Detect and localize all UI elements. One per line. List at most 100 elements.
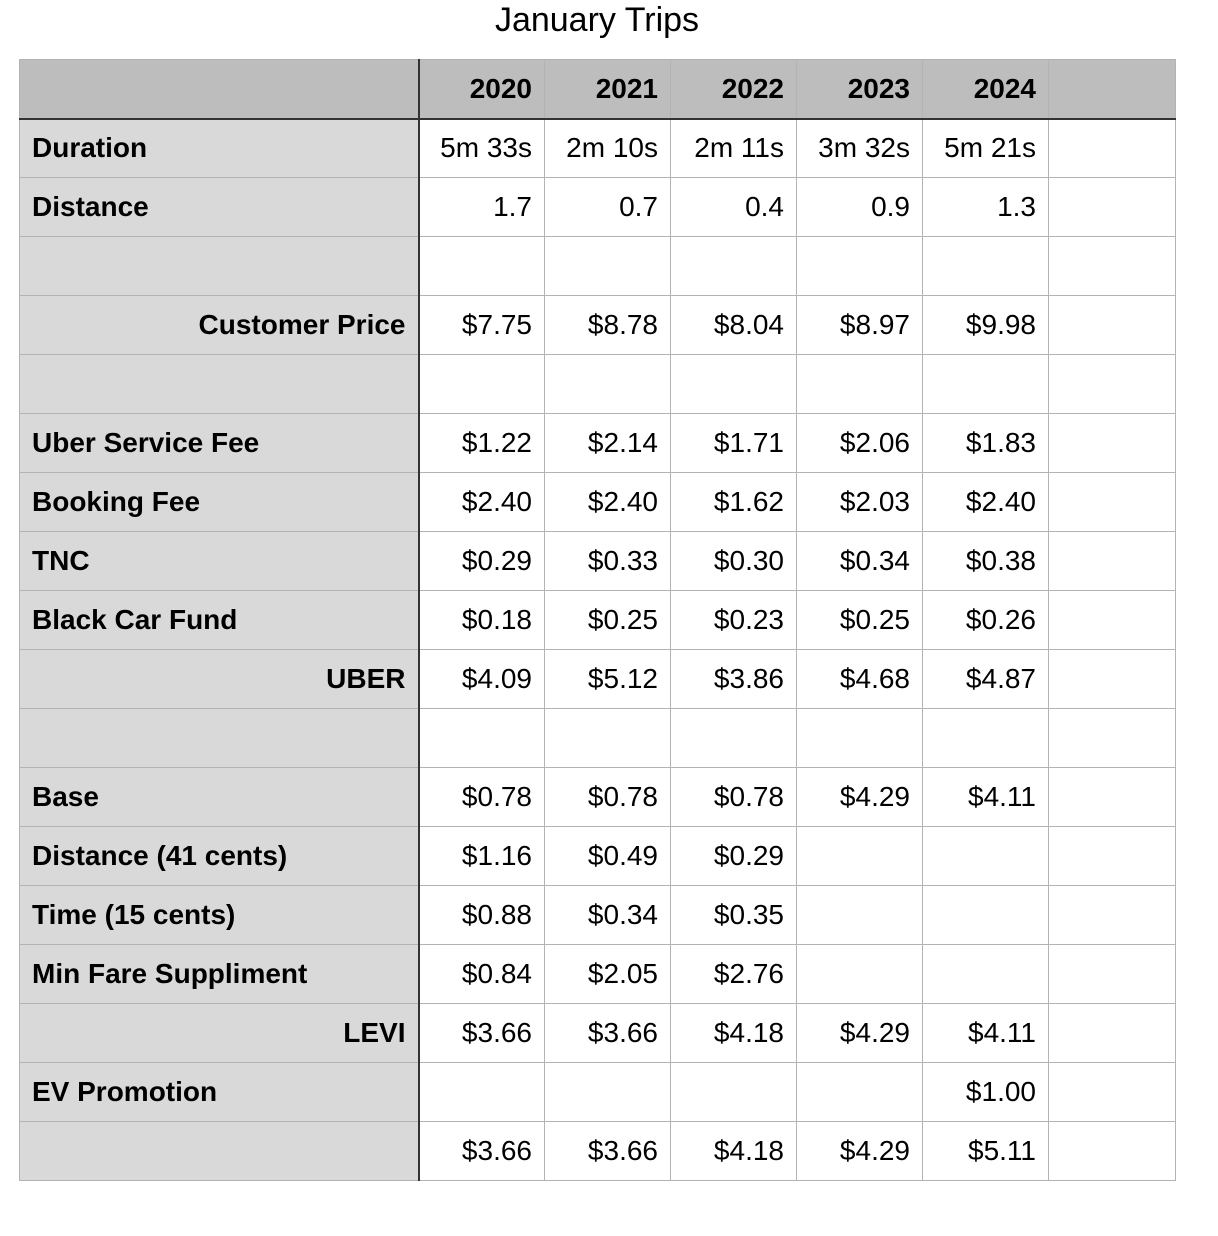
value-cell[interactable]: $1.62 (670, 472, 797, 532)
empty-cell[interactable] (1048, 1062, 1176, 1122)
value-cell[interactable] (922, 354, 1049, 414)
value-cell[interactable] (796, 236, 923, 296)
empty-header-cell[interactable] (1048, 59, 1176, 120)
value-cell[interactable]: 2m 10s (544, 118, 671, 178)
value-cell[interactable] (796, 826, 923, 886)
value-cell[interactable]: 3m 32s (796, 118, 923, 178)
value-cell[interactable]: $3.86 (670, 649, 797, 709)
value-cell[interactable]: $2.40 (418, 472, 545, 532)
value-cell[interactable] (796, 1062, 923, 1122)
value-cell[interactable] (670, 236, 797, 296)
value-cell[interactable]: $0.35 (670, 885, 797, 945)
value-cell[interactable]: $0.26 (922, 590, 1049, 650)
value-cell[interactable]: $1.83 (922, 413, 1049, 473)
value-cell[interactable]: $3.66 (544, 1003, 671, 1063)
value-cell[interactable]: 5m 21s (922, 118, 1049, 178)
value-cell[interactable]: $0.88 (418, 885, 545, 945)
row-label-cell[interactable]: Base (19, 767, 420, 827)
value-cell[interactable]: 5m 33s (418, 118, 545, 178)
value-cell[interactable]: $4.29 (796, 1121, 923, 1181)
empty-cell[interactable] (1048, 944, 1176, 1004)
row-label-cell[interactable]: Distance (41 cents) (19, 826, 420, 886)
value-cell[interactable] (796, 708, 923, 768)
value-cell[interactable] (670, 1062, 797, 1122)
value-cell[interactable]: $8.04 (670, 295, 797, 355)
value-cell[interactable]: $4.18 (670, 1003, 797, 1063)
value-cell[interactable]: $0.29 (670, 826, 797, 886)
row-label-cell[interactable]: Distance (19, 177, 420, 237)
empty-cell[interactable] (1048, 413, 1176, 473)
value-cell[interactable]: $1.00 (922, 1062, 1049, 1122)
empty-cell[interactable] (1048, 118, 1176, 178)
value-cell[interactable]: 0.7 (544, 177, 671, 237)
row-label-cell[interactable]: Time (15 cents) (19, 885, 420, 945)
empty-cell[interactable] (1048, 708, 1176, 768)
value-cell[interactable] (796, 944, 923, 1004)
value-cell[interactable] (418, 708, 545, 768)
value-cell[interactable]: $4.18 (670, 1121, 797, 1181)
value-cell[interactable]: $2.40 (544, 472, 671, 532)
value-cell[interactable]: $0.25 (796, 590, 923, 650)
value-cell[interactable]: $4.09 (418, 649, 545, 709)
value-cell[interactable]: $8.97 (796, 295, 923, 355)
value-cell[interactable] (544, 236, 671, 296)
value-cell[interactable]: $7.75 (418, 295, 545, 355)
empty-cell[interactable] (1048, 885, 1176, 945)
value-cell[interactable]: $2.76 (670, 944, 797, 1004)
value-cell[interactable] (670, 708, 797, 768)
value-cell[interactable]: $3.66 (418, 1003, 545, 1063)
value-cell[interactable]: $3.66 (544, 1121, 671, 1181)
value-cell[interactable] (922, 885, 1049, 945)
value-cell[interactable]: $0.84 (418, 944, 545, 1004)
value-cell[interactable]: $0.25 (544, 590, 671, 650)
value-cell[interactable]: 1.7 (418, 177, 545, 237)
value-cell[interactable]: $4.68 (796, 649, 923, 709)
row-label-cell[interactable] (19, 1121, 420, 1181)
value-cell[interactable]: $5.12 (544, 649, 671, 709)
value-cell[interactable]: $2.14 (544, 413, 671, 473)
empty-cell[interactable] (1048, 590, 1176, 650)
value-cell[interactable] (922, 236, 1049, 296)
value-cell[interactable]: $0.18 (418, 590, 545, 650)
value-cell[interactable]: $4.11 (922, 767, 1049, 827)
value-cell[interactable] (922, 826, 1049, 886)
value-cell[interactable]: $4.87 (922, 649, 1049, 709)
value-cell[interactable]: $4.11 (922, 1003, 1049, 1063)
row-label-cell[interactable]: Uber Service Fee (19, 413, 420, 473)
empty-cell[interactable] (1048, 354, 1176, 414)
row-label-cell[interactable]: Min Fare Suppliment (19, 944, 420, 1004)
corner-header-cell[interactable] (19, 59, 420, 120)
value-cell[interactable]: $2.06 (796, 413, 923, 473)
empty-cell[interactable] (1048, 1121, 1176, 1181)
value-cell[interactable]: 0.4 (670, 177, 797, 237)
value-cell[interactable] (418, 354, 545, 414)
value-cell[interactable]: $2.03 (796, 472, 923, 532)
empty-cell[interactable] (1048, 767, 1176, 827)
empty-cell[interactable] (1048, 649, 1176, 709)
empty-cell[interactable] (1048, 295, 1176, 355)
value-cell[interactable]: $0.78 (418, 767, 545, 827)
row-label-cell[interactable]: EV Promotion (19, 1062, 420, 1122)
value-cell[interactable] (670, 354, 797, 414)
value-cell[interactable] (796, 885, 923, 945)
empty-cell[interactable] (1048, 177, 1176, 237)
row-label-cell[interactable] (19, 354, 420, 414)
value-cell[interactable]: $5.11 (922, 1121, 1049, 1181)
value-cell[interactable] (544, 1062, 671, 1122)
row-label-cell[interactable]: LEVI (19, 1003, 420, 1063)
value-cell[interactable] (544, 708, 671, 768)
value-cell[interactable] (922, 708, 1049, 768)
row-label-cell[interactable]: Black Car Fund (19, 590, 420, 650)
value-cell[interactable]: $3.66 (418, 1121, 545, 1181)
value-cell[interactable]: $1.16 (418, 826, 545, 886)
row-label-cell[interactable] (19, 708, 420, 768)
empty-cell[interactable] (1048, 472, 1176, 532)
empty-cell[interactable] (1048, 531, 1176, 591)
value-cell[interactable] (922, 944, 1049, 1004)
value-cell[interactable]: $2.40 (922, 472, 1049, 532)
row-label-cell[interactable]: Duration (19, 118, 420, 178)
value-cell[interactable]: $0.34 (544, 885, 671, 945)
value-cell[interactable]: $0.34 (796, 531, 923, 591)
value-cell[interactable]: $9.98 (922, 295, 1049, 355)
value-cell[interactable]: $0.30 (670, 531, 797, 591)
